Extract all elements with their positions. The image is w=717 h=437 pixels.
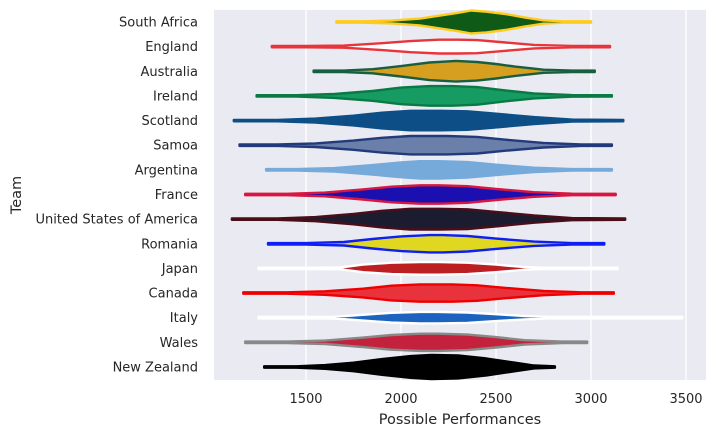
violins: [230, 9, 684, 381]
y-tick-label: Samoa: [153, 139, 198, 154]
y-tick-label: Japan: [161, 262, 198, 277]
violin-new-zealand: [263, 353, 557, 381]
violin-ireland: [255, 84, 614, 107]
y-tick-label: Scotland: [141, 114, 198, 129]
y-axis-label: Team: [9, 176, 25, 215]
y-tick-label: France: [155, 188, 198, 203]
violin-scotland: [232, 109, 625, 132]
y-tick-label: Italy: [170, 311, 199, 326]
violin-south-africa: [335, 9, 593, 35]
x-tick-labels: 1500 2000 2500 3000 3500: [289, 392, 702, 407]
violin-argentina: [264, 160, 614, 180]
y-tick-label: Argentina: [135, 163, 198, 178]
violin-italy: [257, 310, 684, 325]
y-tick-label: South Africa: [119, 16, 198, 31]
y-tick-label: Ireland: [153, 89, 198, 104]
y-tick-label: Wales: [160, 336, 199, 351]
violin-romania: [266, 233, 606, 254]
violin-australia: [312, 59, 596, 83]
violin-japan: [257, 260, 619, 276]
violin-england: [270, 38, 612, 55]
violin-samoa: [238, 134, 614, 156]
y-tick-label: United States of America: [36, 213, 198, 228]
violin-canada: [242, 283, 615, 303]
x-tick-label: 3000: [574, 392, 607, 407]
y-tick-label: New Zealand: [113, 360, 198, 375]
y-tick-label: England: [145, 40, 198, 55]
y-tick-label: Romania: [141, 237, 198, 252]
violin-united-states-of-america: [230, 207, 627, 231]
y-tick-label: Australia: [140, 65, 198, 80]
y-tick-labels: South Africa England Australia Ireland Scotl…: [36, 16, 199, 376]
x-tick-label: 1500: [289, 392, 322, 407]
x-tick-label: 2500: [479, 392, 512, 407]
y-tick-label: Canada: [149, 287, 198, 302]
x-axis-label: Possible Performances: [379, 412, 541, 428]
violin-france: [244, 184, 617, 205]
x-tick-label: 3500: [669, 392, 702, 407]
violin-wales: [244, 332, 589, 353]
x-tick-label: 2000: [384, 392, 417, 407]
